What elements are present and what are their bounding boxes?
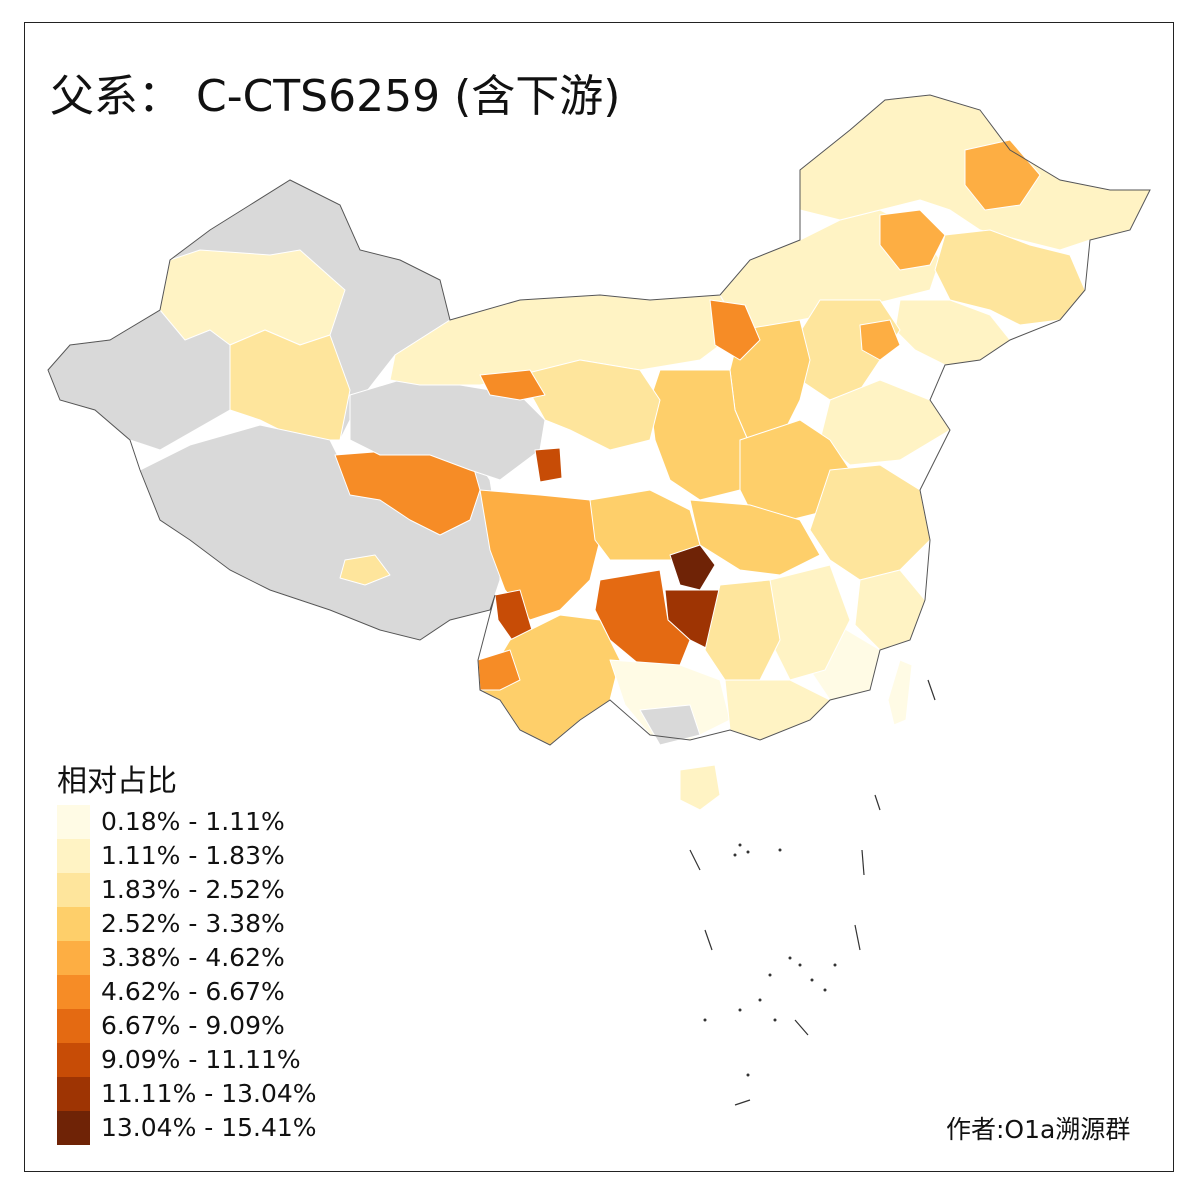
legend-label: 6.67% - 9.09% [101,1011,285,1040]
legend-label: 13.04% - 15.41% [101,1113,317,1142]
map-title: 父系： C-CTS6259 (含下游) [50,71,621,122]
legend-label: 9.09% - 11.11% [101,1045,301,1074]
legend-label: 1.83% - 2.52% [101,875,285,904]
region-jiangsu-anhui [809,464,931,581]
region-heilongjiang-orange [964,139,1041,211]
region-zhejiang [854,569,926,651]
legend-swatch [57,907,90,941]
legend-label: 11.11% - 13.04% [101,1079,317,1108]
region-xinjiang-central [229,329,351,441]
legend-label: 2.52% - 3.38% [101,909,285,938]
legend-swatch [57,975,90,1009]
legend-label: 1.11% - 1.83% [101,841,285,870]
region-sichuan-west [479,489,601,621]
region-ordos-orange [709,299,761,361]
legend-label: 4.62% - 6.67% [101,977,285,1006]
region-tibet-spot [339,554,391,586]
region-gansu-red [534,447,563,483]
region-beijing-orange [859,319,901,361]
legend-swatch [57,873,90,907]
region-hubei [689,499,821,576]
legend-label: 0.18% - 1.11% [101,807,285,836]
region-guangxi [609,659,731,741]
legend-swatch [57,839,90,873]
legend-swatch [57,805,90,839]
legend-swatch [57,1009,90,1043]
region-jilin-orange [879,209,946,271]
country-outline [47,94,1151,746]
legend-label: 3.38% - 4.62% [101,943,285,972]
legend-swatch [57,941,90,975]
region-taiwan [887,659,913,726]
map-frame [24,22,1174,1172]
region-guangxi-grey [639,704,701,746]
legend-swatch [57,1111,90,1145]
author-credit: 作者:O1a溯源群 [946,1115,1131,1144]
region-ningxia-gansu [519,359,661,451]
legend-swatch [57,1043,90,1077]
region-hainan [679,764,721,811]
region-guangdong [724,679,831,741]
legend-swatch [57,1077,90,1111]
region-sichuan-east [589,489,701,561]
region-chongqing-dark [669,544,716,591]
region-gansu-orange [479,369,546,401]
legend-title: 相对占比 [57,764,177,799]
